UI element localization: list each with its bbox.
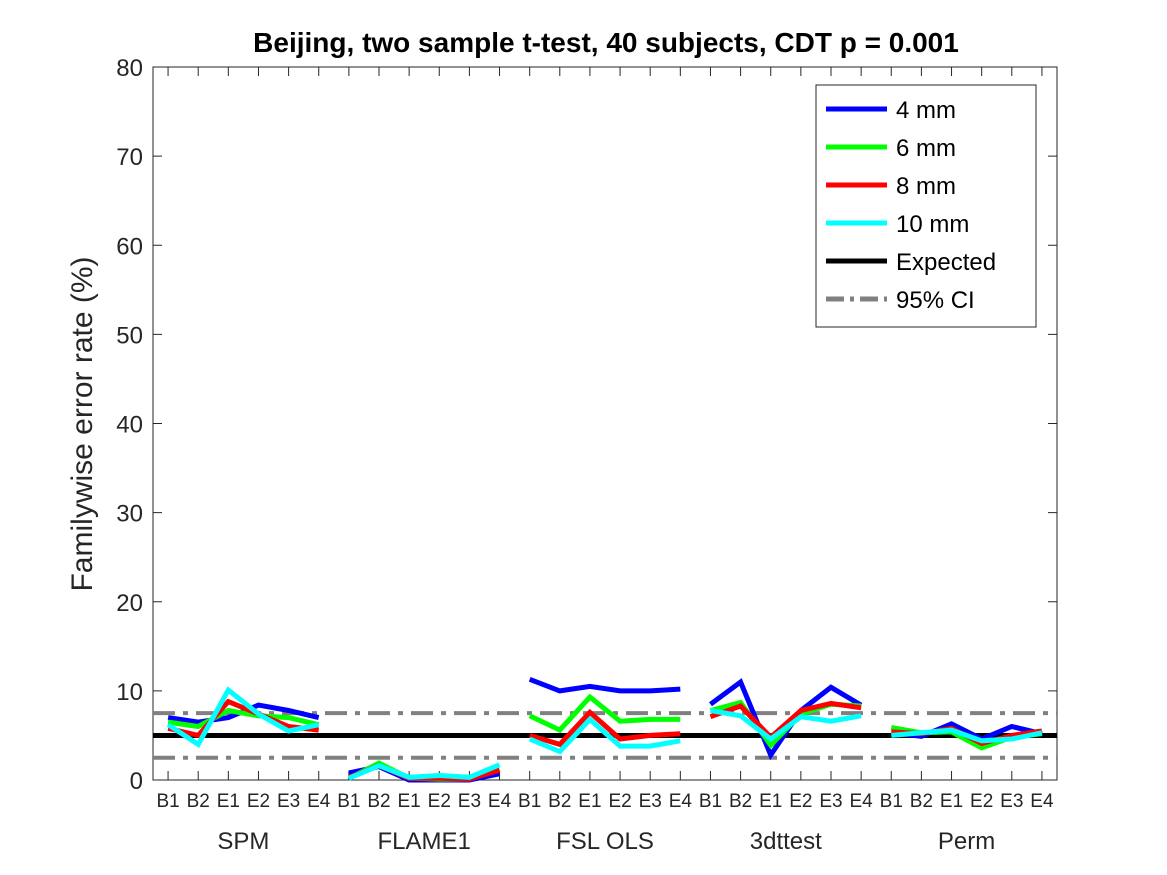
x-tick-label: E4 [850, 791, 874, 812]
x-tick-label: E2 [789, 791, 812, 812]
x-tick-label: E1 [398, 791, 421, 812]
legend-label: 95% CI [896, 287, 975, 314]
x-tick-label: E1 [578, 791, 601, 812]
x-tick-label: B2 [910, 791, 933, 812]
series-line-8-mm [709, 700, 862, 741]
series-line-6-mm [528, 693, 681, 734]
group-label: FLAME1 [378, 828, 471, 855]
x-tick-label: B1 [156, 791, 179, 812]
x-tick-label: B1 [518, 791, 541, 812]
y-tick-label: 60 [116, 233, 143, 260]
legend-label: 10 mm [896, 211, 969, 238]
x-tick-label: E4 [307, 791, 331, 812]
y-tick-label: 40 [116, 412, 143, 439]
y-tick-label: 0 [130, 768, 143, 795]
legend-label: 6 mm [896, 135, 956, 162]
x-tick-label: E2 [970, 791, 993, 812]
x-tick-label: E2 [608, 791, 631, 812]
x-tick-label: E1 [759, 791, 782, 812]
group-label: SPM [217, 828, 269, 855]
x-tick-label: E4 [669, 791, 693, 812]
series-line-10-mm [166, 686, 320, 748]
x-tick-label: E2 [428, 791, 451, 812]
group-label: 3dttest [750, 828, 822, 855]
x-tick-label: B2 [548, 791, 571, 812]
y-tick-label: 10 [116, 679, 143, 706]
chart-title: Beijing, two sample t-test, 40 subjects,… [253, 27, 959, 58]
x-tick-label: B1 [880, 791, 903, 812]
series-line-4-mm [528, 676, 681, 694]
x-tick-label: E1 [940, 791, 963, 812]
x-tick-label: B1 [337, 791, 360, 812]
y-axis-label: Familywise error rate (%) [66, 256, 99, 591]
series-line-8-mm [528, 708, 681, 748]
x-tick-label: E2 [247, 791, 270, 812]
y-tick-label: 30 [116, 501, 143, 528]
legend-label: Expected [896, 249, 996, 276]
x-tick-label: B2 [187, 791, 210, 812]
x-tick-label: B2 [729, 791, 752, 812]
legend-label: 8 mm [896, 173, 956, 200]
x-tick-label: E4 [1030, 791, 1054, 812]
x-tick-label: E3 [277, 791, 300, 812]
x-tick-label: E3 [1000, 791, 1023, 812]
x-tick-label: E1 [217, 791, 240, 812]
series-line-10-mm [891, 727, 1043, 744]
x-tick-label: B1 [699, 791, 722, 812]
series-line-8-mm [167, 698, 319, 739]
y-tick-label: 50 [116, 322, 143, 349]
y-tick-label: 80 [116, 55, 143, 82]
group-label: Perm [938, 828, 995, 855]
group-label: FSL OLS [556, 828, 654, 855]
legend-label: 4 mm [896, 97, 956, 124]
legend-box [815, 84, 1037, 328]
series-line-6-mm [167, 707, 320, 730]
x-tick-label: E3 [458, 791, 481, 812]
series-line-10-mm [347, 762, 501, 781]
x-tick-label: E4 [488, 791, 512, 812]
x-tick-label: E3 [639, 791, 662, 812]
series-line-10-mm [710, 708, 862, 743]
plot-area: 0 10 20 30 40 50 60 70 80 B1 B2 E1 E2 E3 E4 B1 B2 E1 E2 E3 E… [116, 55, 1058, 855]
series-line-10-mm [528, 715, 681, 755]
legend: 4 mm 6 mm 8 mm 10 mm Expected 95% CI [815, 84, 1037, 328]
y-tick-label: 70 [116, 144, 143, 171]
x-tick-label: E3 [819, 791, 842, 812]
x-tick-label: B2 [367, 791, 390, 812]
y-tick-label: 20 [116, 590, 143, 617]
